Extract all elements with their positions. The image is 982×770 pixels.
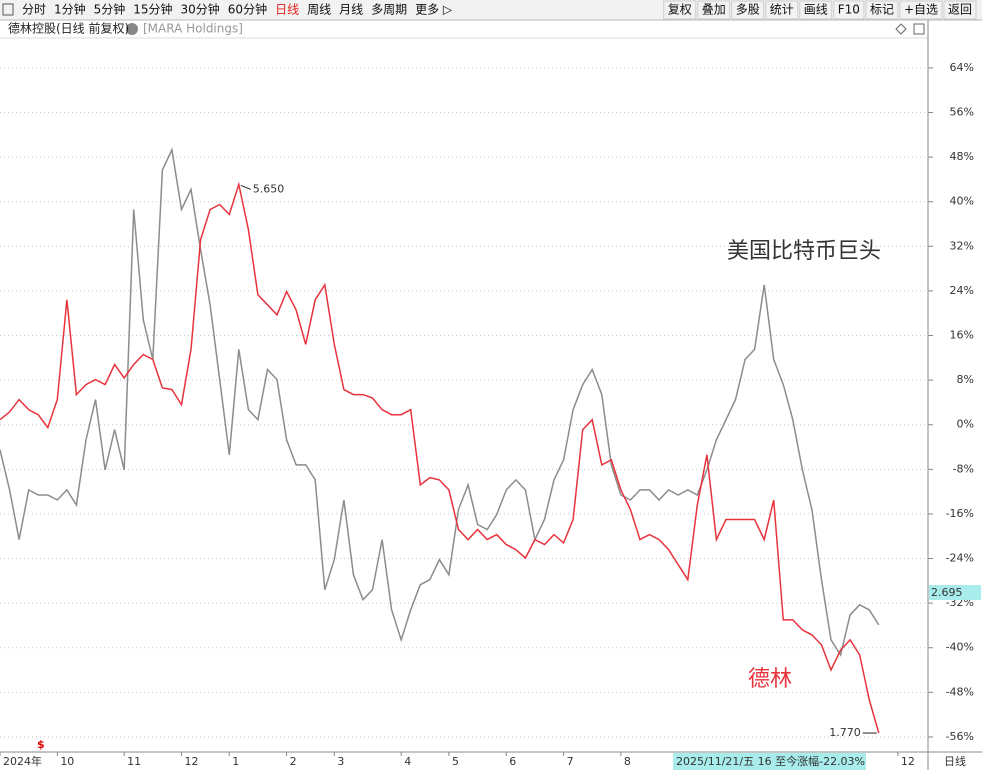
price-tag: 2.695	[931, 586, 963, 599]
period-tab[interactable]: 15分钟	[133, 2, 172, 17]
toolbar-button[interactable]	[765, 0, 799, 20]
y-tick-label: -56%	[946, 730, 974, 743]
toolbar-button-label[interactable]: 标记	[870, 3, 894, 17]
period-tab[interactable]: 更多 ▷	[415, 3, 453, 17]
x-tick-label: 4	[404, 755, 411, 768]
y-tick-label: 56%	[950, 105, 974, 118]
x-tick-label: 2	[290, 755, 297, 768]
period-tab[interactable]: 分时	[22, 3, 46, 17]
toolbar-button-label[interactable]: 复权	[668, 3, 692, 17]
x-tick-label: 12	[184, 755, 198, 768]
y-tick-label: 24%	[950, 284, 974, 297]
y-tick-label: 64%	[950, 61, 974, 74]
toolbar-button-label[interactable]: 画线	[804, 3, 828, 17]
diamond-icon[interactable]	[895, 23, 907, 35]
toolbar-button-label[interactable]: 多股	[736, 3, 760, 17]
chart-title: 德林控股(日线 前复权)	[8, 21, 129, 36]
toolbar-button[interactable]	[833, 0, 865, 20]
toolbar-icon[interactable]	[2, 3, 14, 16]
status-bg	[673, 753, 866, 770]
y-tick-label: -24%	[946, 552, 974, 565]
period-label: 日线	[944, 754, 966, 768]
x-tick-label: 2024年	[3, 754, 42, 768]
settings-icon[interactable]	[126, 23, 138, 35]
toolbar-button[interactable]	[697, 0, 731, 20]
x-tick-label: 8	[624, 755, 631, 768]
y-tick-label: 48%	[950, 150, 974, 163]
toolbar-button[interactable]	[731, 0, 765, 20]
period-tab[interactable]: 5分钟	[94, 2, 126, 17]
toolbar-button-label[interactable]: +自选	[904, 3, 938, 17]
toolbar-button[interactable]	[865, 0, 899, 20]
period-tab[interactable]: 日线	[275, 3, 299, 17]
period-tab[interactable]: 周线	[307, 3, 331, 17]
price-tag-bg	[929, 585, 981, 600]
y-tick-label: -16%	[946, 507, 974, 520]
toolbar-button[interactable]	[663, 0, 697, 20]
x-tick-label: 11	[127, 755, 141, 768]
period-tab[interactable]: 30分钟	[181, 2, 220, 17]
period-tab[interactable]: 60分钟	[228, 2, 267, 17]
series-line	[0, 147, 880, 657]
y-tick-label: -40%	[946, 641, 974, 654]
x-tick-label: 5	[452, 755, 459, 768]
chart-subtitle: [MARA Holdings]	[143, 22, 243, 36]
y-tick-label: 40%	[950, 195, 974, 208]
x-tick-label: 1	[232, 755, 239, 768]
y-tick-label: 0%	[957, 418, 974, 431]
y-tick-label: 8%	[957, 373, 974, 386]
marker: $	[37, 738, 45, 751]
y-tick-label: 32%	[950, 239, 974, 252]
toolbar-button-label[interactable]: F10	[838, 3, 860, 17]
y-tick-label: -48%	[946, 685, 974, 698]
x-tick-label: 3	[337, 755, 344, 768]
annotation: 5.650	[253, 182, 284, 195]
period-tab[interactable]: 1分钟	[54, 2, 86, 17]
series-line	[0, 181, 880, 734]
x-tick-label: 6	[509, 755, 516, 768]
x-tick-label: 12	[901, 755, 915, 768]
series-label: 德林	[748, 667, 792, 692]
period-tab[interactable]: 多周期	[371, 3, 407, 17]
square-icon[interactable]	[913, 23, 925, 35]
toolbar-button[interactable]	[799, 0, 833, 20]
series-label: 美国比特币巨头	[727, 239, 881, 264]
y-tick-label: -8%	[953, 462, 974, 475]
toolbar-button-label[interactable]: 统计	[770, 3, 794, 17]
toolbar-button[interactable]	[899, 0, 943, 20]
annotation-arrow	[240, 184, 251, 190]
x-tick-label: 7	[567, 755, 574, 768]
toolbar-button-label[interactable]: 叠加	[702, 3, 726, 17]
toolbar-button[interactable]	[943, 0, 977, 20]
y-tick-label: 16%	[950, 329, 974, 342]
period-tab[interactable]: 月线	[339, 3, 363, 17]
toolbar-button-label[interactable]: 返回	[948, 3, 972, 17]
x-tick-label: 10	[60, 755, 74, 768]
status: 2025/11/21/五 16 至今涨幅-22.03%	[676, 754, 865, 768]
annotation: 1.770	[829, 726, 861, 739]
